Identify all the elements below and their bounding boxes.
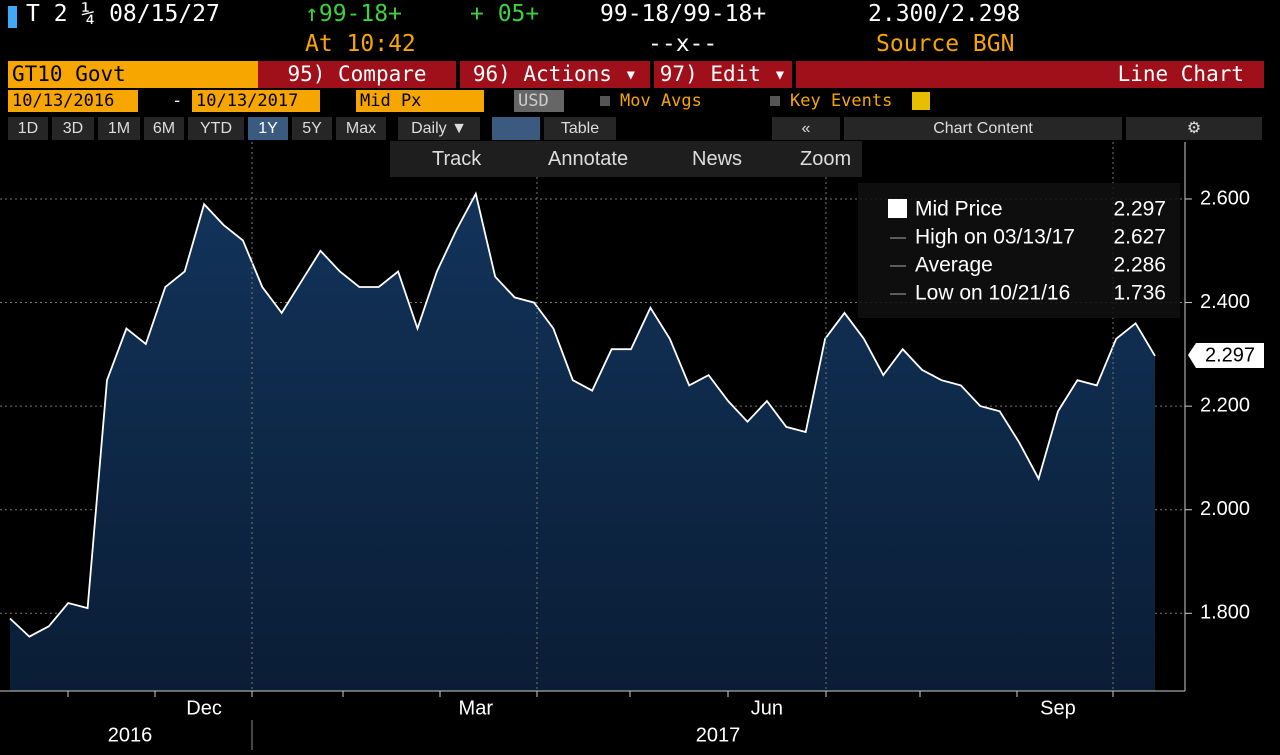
month-ticks: [67, 691, 1114, 697]
source: Source BGN: [876, 31, 1015, 57]
news[interactable]: News: [692, 148, 743, 170]
stat-label: High on 03/13/17: [915, 226, 1075, 249]
last-price: 2.297: [1205, 344, 1255, 366]
period-button[interactable]: 1Y: [248, 117, 288, 140]
period-button[interactable]: 6M: [144, 117, 184, 140]
collapse[interactable]: «: [772, 117, 840, 140]
legend-swatch: [888, 199, 907, 218]
stat-label: Low on 10/21/16: [915, 282, 1070, 305]
x-tick-label: Jun: [751, 697, 783, 719]
y-tick-label: 2.000: [1200, 498, 1250, 520]
x-tick-label: Mar: [459, 697, 494, 719]
end-date[interactable]: 10/13/2017: [192, 90, 320, 112]
period-button[interactable]: YTD: [188, 117, 244, 140]
stat-value: 1.736: [1113, 282, 1166, 305]
chart-icon[interactable]: [492, 117, 540, 140]
stat-value: 2.286: [1113, 254, 1166, 277]
change: + 05+: [470, 1, 540, 27]
y-tick-label: 2.200: [1200, 394, 1250, 416]
frequency[interactable]: Daily ▼: [398, 117, 480, 140]
line: [9, 191, 1156, 638]
compare[interactable]: 95) Compare: [258, 61, 456, 88]
annotate[interactable]: Annotate: [548, 148, 629, 170]
x-tick-label: Sep: [1040, 697, 1076, 719]
info-icon[interactable]: [912, 92, 930, 110]
time: At 10:42: [305, 31, 416, 57]
mov-avgs[interactable]: Mov Avgs: [620, 91, 702, 111]
key-events[interactable]: Key Events: [790, 91, 893, 111]
stat-label: Average: [915, 254, 993, 277]
legend-box: [858, 183, 1180, 318]
ticker[interactable]: GT10 Govt: [8, 61, 258, 88]
last-price-tag: [1188, 343, 1264, 368]
checkbox[interactable]: [770, 96, 780, 106]
table[interactable]: Table: [544, 117, 616, 140]
legend-value: 2.297: [1113, 198, 1166, 221]
legend-label: Mid Price: [915, 198, 1003, 221]
period-button[interactable]: 5Y: [292, 117, 332, 140]
x-tick-label: Dec: [186, 697, 222, 719]
start-date[interactable]: 10/13/2016: [8, 90, 138, 112]
size: --x--: [648, 31, 718, 57]
edit[interactable]: 97) Edit ▾: [654, 61, 792, 88]
view-label: Line Chart: [1117, 62, 1244, 86]
price: ↑99-18+: [305, 1, 402, 27]
view: Line Chart: [796, 61, 1264, 88]
actions[interactable]: 96) Actions ▾: [460, 61, 650, 88]
settings-gear[interactable]: ⚙: [1126, 117, 1262, 140]
bid-ask: 99-18/99-18+: [600, 1, 767, 27]
date-dash: -: [172, 91, 183, 111]
year-label: 2017: [696, 724, 741, 746]
year-label: 2016: [108, 724, 153, 746]
stat-value: 2.627: [1113, 226, 1166, 249]
track[interactable]: Track: [432, 148, 482, 170]
tool-bar: [390, 141, 862, 177]
marker: [8, 6, 17, 28]
period-button[interactable]: 1D: [8, 117, 48, 140]
chart-content[interactable]: Chart Content: [844, 117, 1122, 140]
currency[interactable]: USD: [514, 90, 564, 112]
period-button[interactable]: Max: [336, 117, 386, 140]
y-tick-label: 1.800: [1200, 602, 1250, 624]
checkbox[interactable]: [600, 96, 610, 106]
zoom[interactable]: Zoom: [800, 148, 852, 170]
period-button[interactable]: 1M: [98, 117, 140, 140]
y-tick-label: 2.400: [1200, 291, 1250, 313]
period-button[interactable]: 3D: [52, 117, 94, 140]
field[interactable]: Mid Px: [356, 90, 484, 112]
area: [10, 193, 1155, 692]
security: T 2 ¼ 08/15/27: [26, 1, 220, 27]
y-tick-label: 2.600: [1200, 187, 1250, 209]
yield: 2.300/2.298: [868, 1, 1021, 27]
